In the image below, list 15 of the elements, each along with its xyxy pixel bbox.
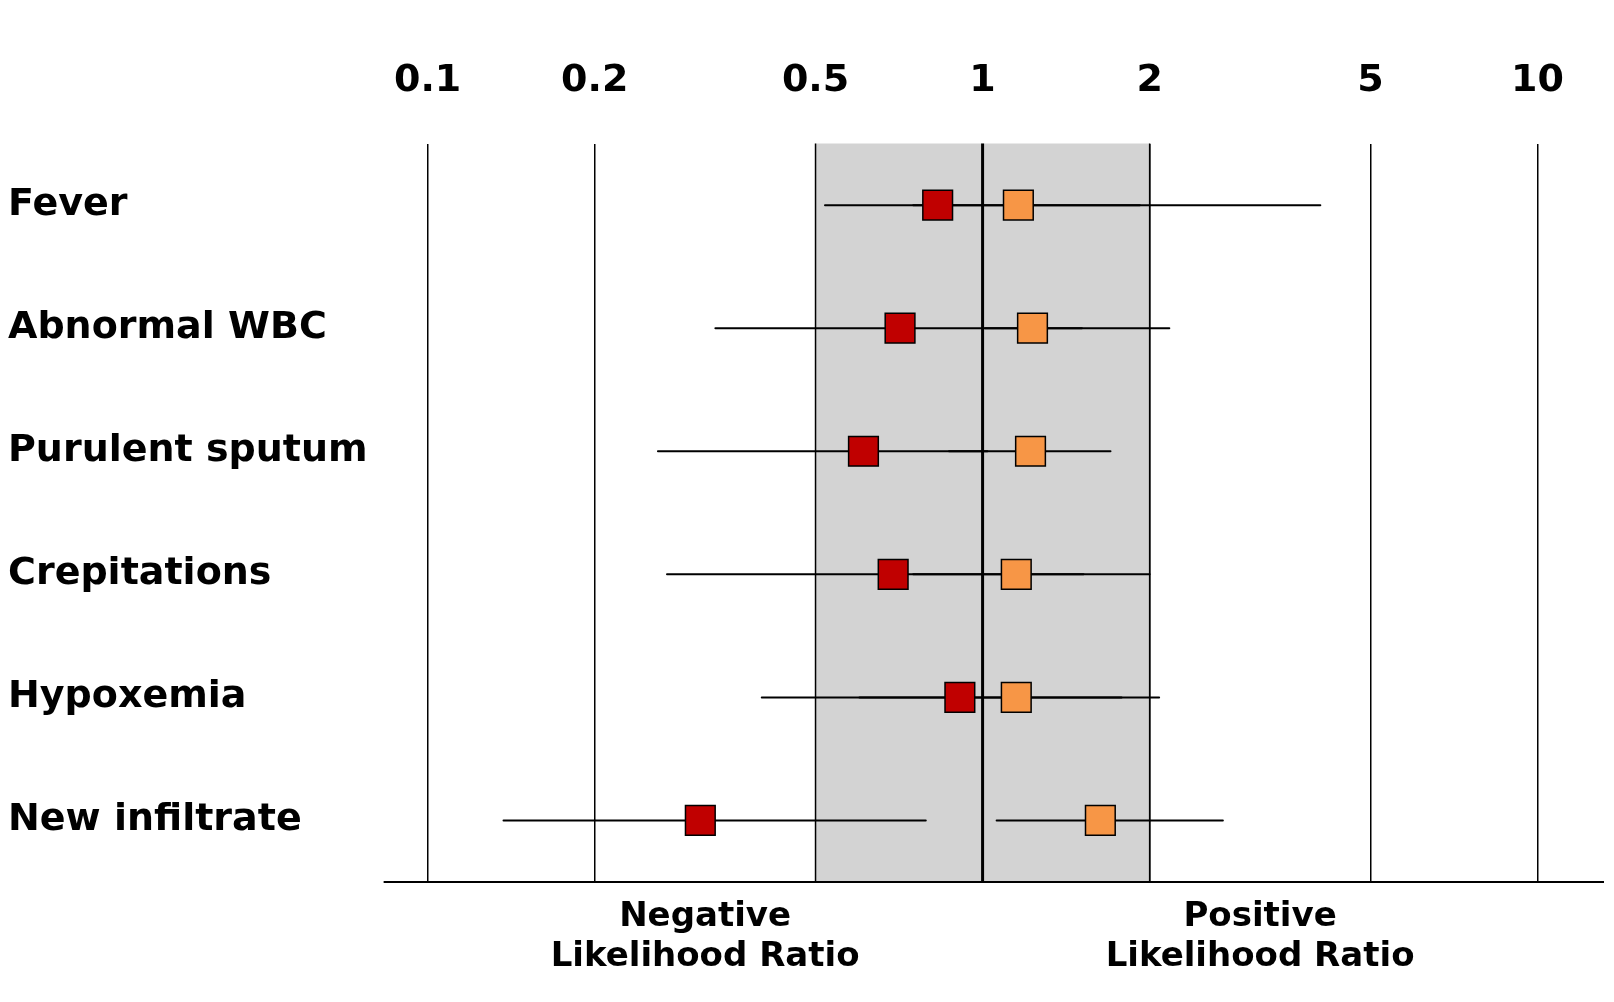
- x-tick-label: 0.2: [561, 55, 629, 100]
- x-tick-label: 2: [1136, 55, 1163, 100]
- text: Negative Likelihood Ratio: [550, 893, 860, 974]
- text: Positive Likelihood Ratio: [1105, 893, 1415, 974]
- x-tick-label: 0.1: [393, 55, 462, 100]
- y-tick-label: Fever: [8, 180, 128, 225]
- y-tick-label: Crepitations: [8, 549, 272, 594]
- y-tick-label: New infiltrate: [8, 795, 302, 840]
- x-tick-label: 10: [1511, 55, 1564, 100]
- y-tick-label: Abnormal WBC: [8, 303, 327, 348]
- x-tick-label: 1: [969, 55, 996, 100]
- y-tick-label: Hypoxemia: [8, 672, 247, 717]
- x-tick-label: 5: [1357, 55, 1384, 100]
- y-tick-label: Purulent sputum: [8, 426, 368, 471]
- x-tick-label: 0.5: [781, 55, 850, 100]
